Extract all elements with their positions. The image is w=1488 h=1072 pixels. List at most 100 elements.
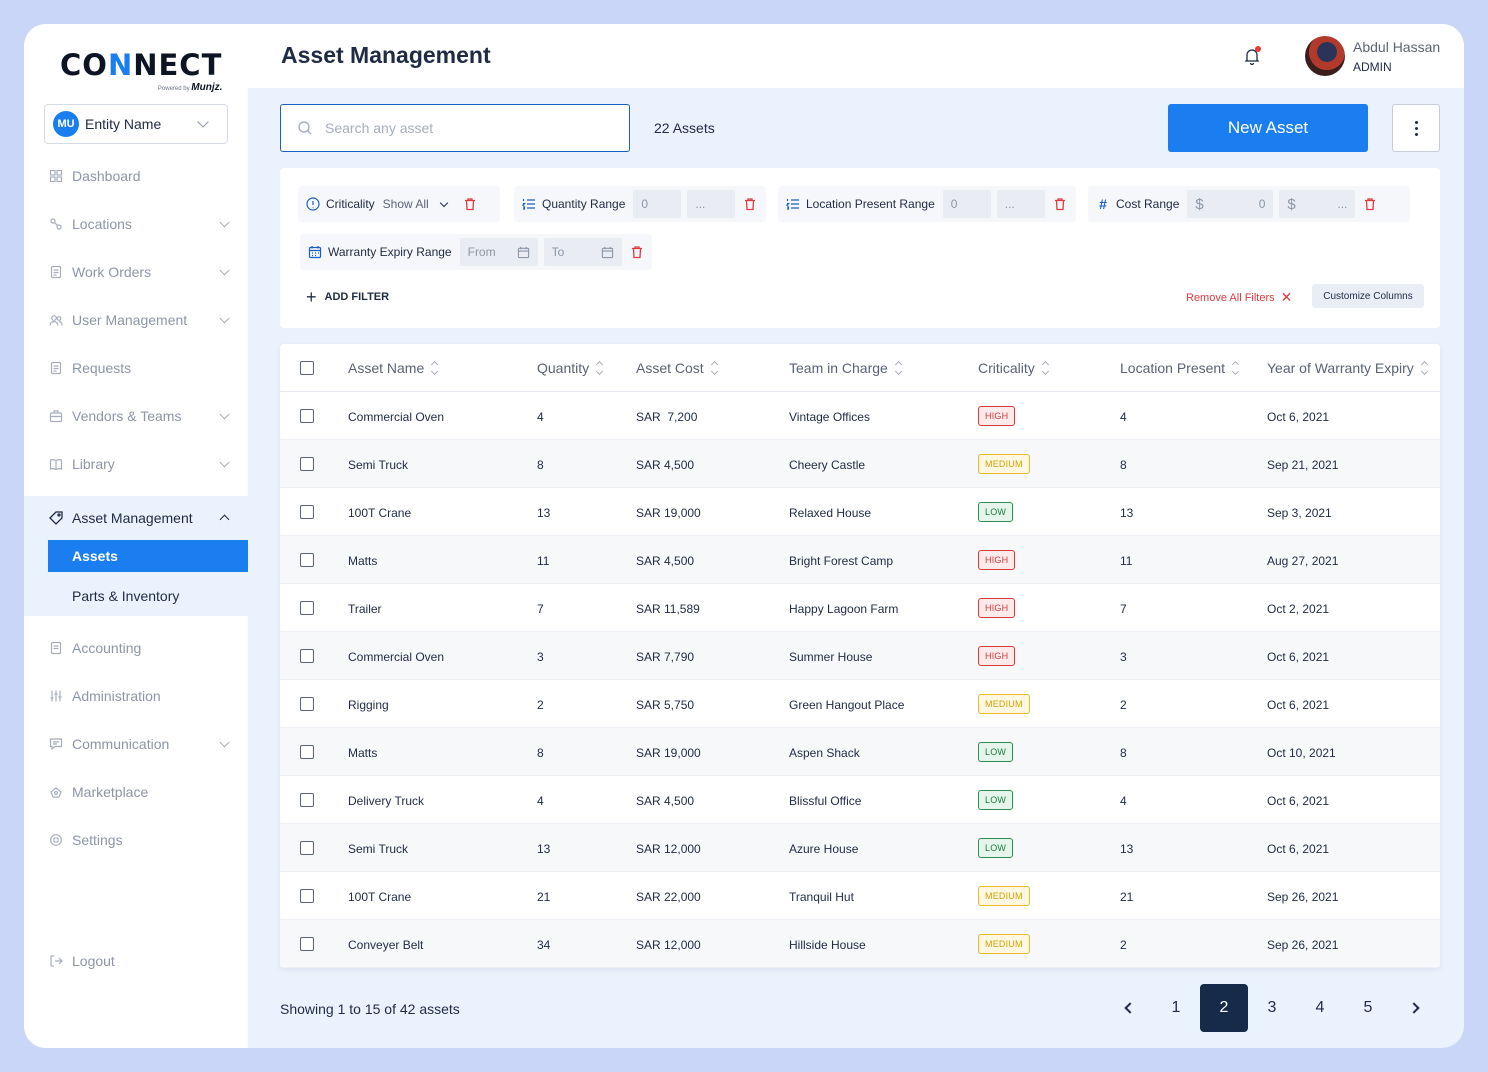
next-page-button[interactable]	[1392, 984, 1440, 1032]
page-button-2[interactable]: 2	[1200, 984, 1248, 1032]
logout-button[interactable]: Logout	[24, 937, 248, 985]
sidebar-item-communication[interactable]: Communication	[24, 720, 248, 768]
row-checkbox[interactable]	[300, 505, 314, 519]
cost-max-field[interactable]: $...	[1279, 190, 1356, 218]
more-options-button[interactable]	[1392, 104, 1440, 152]
location-present-cell: 4	[1120, 794, 1127, 808]
row-checkbox[interactable]	[300, 793, 314, 807]
trash-icon[interactable]	[463, 197, 477, 211]
column-header-location-present[interactable]: Location Present	[1120, 360, 1240, 376]
column-header-criticality[interactable]: Criticality	[978, 360, 1049, 376]
quantity-max-field[interactable]: ...	[687, 190, 736, 218]
avatar[interactable]	[1305, 36, 1345, 76]
table-row[interactable]: Matts 11 SAR 4,500 Bright Forest Camp HIGH 11…	[280, 536, 1440, 584]
column-header-label: Asset Cost	[636, 360, 704, 376]
search-input[interactable]	[325, 120, 615, 136]
row-checkbox[interactable]	[300, 649, 314, 663]
remove-all-filters-label: Remove All Filters	[1186, 291, 1275, 304]
sidebar-item-library[interactable]: Library	[24, 440, 248, 488]
sidebar-item-requests[interactable]: Requests	[24, 344, 248, 392]
page-button-4[interactable]: 4	[1315, 999, 1325, 1016]
sidebar-item-accounting[interactable]: Accounting	[24, 624, 248, 672]
location-max-field[interactable]: ...	[996, 190, 1045, 218]
prev-page-button[interactable]	[1104, 984, 1152, 1032]
location-present-cell: 3	[1120, 650, 1127, 664]
trash-icon[interactable]	[630, 245, 644, 259]
warranty-expiry-cell: Oct 10, 2021	[1267, 746, 1336, 760]
row-checkbox[interactable]	[300, 601, 314, 615]
trash-icon[interactable]	[1053, 197, 1067, 211]
page-title: Asset Management	[281, 42, 491, 68]
column-header-asset-name[interactable]: Asset Name	[348, 360, 439, 376]
asset-cost-cell: SAR 4,500	[636, 794, 695, 808]
page-button-5[interactable]: 5	[1363, 999, 1373, 1016]
users-icon	[48, 312, 64, 328]
select-all-checkbox[interactable]	[300, 361, 314, 375]
table-row[interactable]: Commercial Oven 3 SAR 7,790 Summer House HIG…	[280, 632, 1440, 680]
sidebar-sub-parts-inventory[interactable]: Parts & Inventory	[72, 588, 180, 604]
sidebar-item-administration[interactable]: Administration	[24, 672, 248, 720]
warranty-expiry-cell: Oct 6, 2021	[1267, 410, 1330, 424]
table-row[interactable]: Delivery Truck 4 SAR 4,500 Blissful Office L…	[280, 776, 1440, 824]
column-header-asset-cost[interactable]: Asset Cost	[636, 360, 718, 376]
sidebar-item-vendors-teams[interactable]: Vendors & Teams	[24, 392, 248, 440]
add-filter-button[interactable]: + ADD FILTER	[306, 288, 389, 306]
asset-cost-cell: SAR 11,589	[636, 602, 700, 616]
sidebar-item-user-management[interactable]: User Management	[24, 296, 248, 344]
row-checkbox[interactable]	[300, 937, 314, 951]
row-checkbox[interactable]	[300, 409, 314, 423]
location-present-cell: 13	[1120, 506, 1134, 520]
cost-min-field[interactable]: $0	[1187, 190, 1274, 218]
page-button-1[interactable]: 1	[1171, 999, 1181, 1016]
trash-icon[interactable]	[743, 197, 757, 211]
sidebar-item-settings[interactable]: Settings	[24, 816, 248, 864]
table-row[interactable]: Conveyer Belt 34 SAR 12,000 Hillside House M…	[280, 920, 1440, 968]
row-checkbox[interactable]	[300, 697, 314, 711]
remove-all-filters-button[interactable]: Remove All Filters ✕	[1186, 289, 1292, 306]
warranty-from-field[interactable]: From	[459, 238, 538, 266]
customize-columns-button[interactable]: Customize Columns	[1312, 284, 1424, 308]
quantity-range-filter: Quantity Range 0 ...	[514, 186, 766, 222]
table-row[interactable]: Semi Truck 13 SAR 12,000 Azure House LOW 13 Oc…	[280, 824, 1440, 872]
sidebar-item-locations[interactable]: Locations	[24, 200, 248, 248]
column-header-year-of-warranty-expiry[interactable]: Year of Warranty Expiry	[1267, 360, 1428, 376]
new-asset-button[interactable]: New Asset	[1168, 104, 1368, 152]
column-header-team-in-charge[interactable]: Team in Charge	[789, 360, 902, 376]
sidebar-item-marketplace[interactable]: Marketplace	[24, 768, 248, 816]
warranty-to-field[interactable]: To	[543, 238, 622, 266]
page-button-3[interactable]: 3	[1267, 999, 1277, 1016]
column-header-quantity[interactable]: Quantity	[537, 360, 604, 376]
table-row[interactable]: 100T Crane 21 SAR 22,000 Tranquil Hut MEDIUM…	[280, 872, 1440, 920]
table-row[interactable]: Rigging 2 SAR 5,750 Green Hangout Place MEDI…	[280, 680, 1440, 728]
criticality-select[interactable]: Show All	[382, 197, 429, 211]
asset-name-cell: Trailer	[348, 602, 382, 616]
row-checkbox[interactable]	[300, 457, 314, 471]
row-checkbox[interactable]	[300, 889, 314, 903]
asset-name-cell: Commercial Oven	[348, 410, 445, 424]
search-box[interactable]	[280, 104, 630, 152]
sidebar-item-dashboard[interactable]: Dashboard	[24, 152, 248, 200]
table-row[interactable]: Commercial Oven 4 SAR 7,200 Vintage Offices…	[280, 392, 1440, 440]
row-checkbox[interactable]	[300, 745, 314, 759]
trash-icon[interactable]	[1363, 197, 1377, 211]
sidebar-item-work-orders[interactable]: Work Orders	[24, 248, 248, 296]
quantity-cell: 4	[537, 410, 544, 424]
sidebar-item-asset-management[interactable]: Asset Management	[24, 496, 248, 540]
table-row[interactable]: Semi Truck 8 SAR 4,500 Cheery Castle MEDIUM 8…	[280, 440, 1440, 488]
location-min-field[interactable]: 0	[942, 190, 991, 218]
quantity-cell: 8	[537, 458, 544, 472]
table-row[interactable]: Matts 8 SAR 19,000 Aspen Shack LOW 8 Oct 10, 2…	[280, 728, 1440, 776]
table-header: Asset Name Quantity Asset Cost Team in Char…	[280, 344, 1440, 392]
table-row[interactable]: 100T Crane 13 SAR 19,000 Relaxed House LOW 13…	[280, 488, 1440, 536]
row-checkbox[interactable]	[300, 553, 314, 567]
quantity-min-field[interactable]: 0	[633, 190, 682, 218]
sidebar-sub-assets[interactable]: Assets	[48, 540, 248, 572]
team-cell: Tranquil Hut	[789, 890, 854, 904]
notification-bell-icon[interactable]	[1242, 46, 1262, 66]
asset-cost-cell: SAR 12,000	[636, 938, 701, 952]
quantity-range-label: Quantity Range	[542, 197, 626, 211]
entity-selector[interactable]: MU Entity Name	[44, 104, 228, 144]
chevron-down-icon	[219, 409, 230, 420]
table-row[interactable]: Trailer 7 SAR 11,589 Happy Lagoon Farm HIGH 7…	[280, 584, 1440, 632]
row-checkbox[interactable]	[300, 841, 314, 855]
